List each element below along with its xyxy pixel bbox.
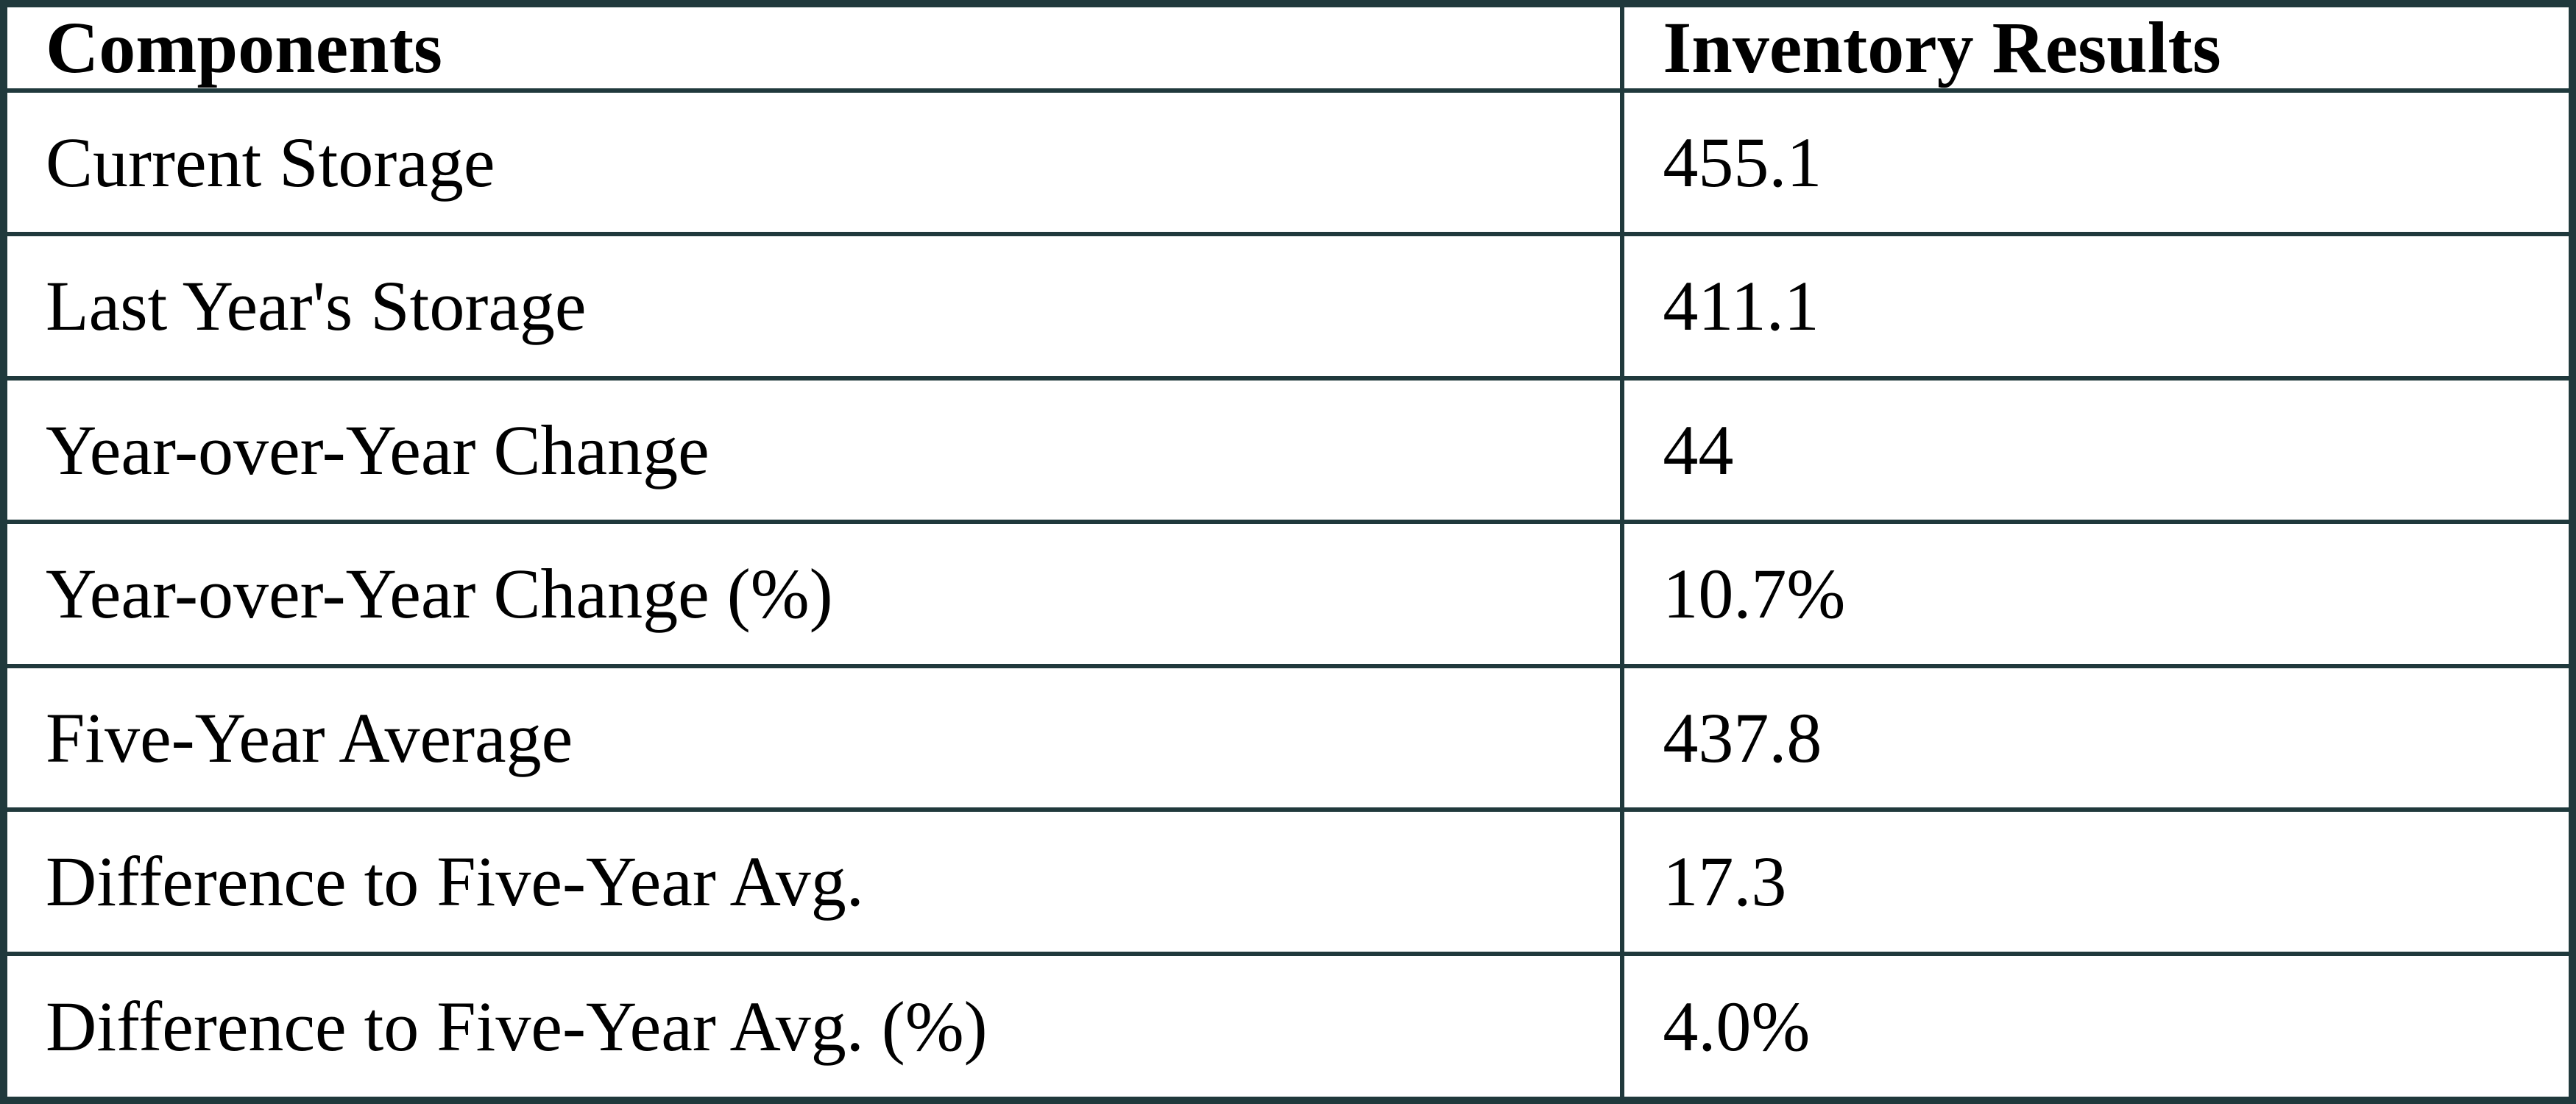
column-header-inventory-results: Inventory Results — [1620, 0, 2576, 93]
row-value: 44 — [1620, 375, 2576, 525]
column-header-components: Components — [0, 0, 1625, 93]
table-body: Current Storage 455.1 Last Year's Storag… — [0, 88, 2576, 1104]
row-value: 411.1 — [1620, 232, 2576, 381]
row-label: Difference to Five-Year Avg. — [0, 807, 1625, 956]
table-row: Last Year's Storage 411.1 — [0, 232, 2576, 381]
row-label: Year-over-Year Change (%) — [0, 520, 1625, 668]
row-value: 4.0% — [1620, 951, 2576, 1104]
table-row: Year-over-Year Change 44 — [0, 375, 2576, 525]
row-value: 455.1 — [1620, 88, 2576, 237]
row-label: Difference to Five-Year Avg. (%) — [0, 951, 1625, 1104]
row-value: 10.7% — [1620, 520, 2576, 668]
table-row: Difference to Five-Year Avg. 17.3 — [0, 807, 2576, 956]
table-row: Difference to Five-Year Avg. (%) 4.0% — [0, 951, 2576, 1104]
row-value: 437.8 — [1620, 663, 2576, 813]
row-label: Current Storage — [0, 88, 1625, 237]
table-row: Five-Year Average 437.8 — [0, 663, 2576, 813]
row-label: Five-Year Average — [0, 663, 1625, 813]
row-label: Last Year's Storage — [0, 232, 1625, 381]
row-value: 17.3 — [1620, 807, 2576, 956]
table-header: Components Inventory Results — [0, 0, 2576, 93]
table-row: Current Storage 455.1 — [0, 88, 2576, 237]
row-label: Year-over-Year Change — [0, 375, 1625, 525]
header-row: Components Inventory Results — [0, 0, 2576, 93]
table-row: Year-over-Year Change (%) 10.7% — [0, 520, 2576, 668]
